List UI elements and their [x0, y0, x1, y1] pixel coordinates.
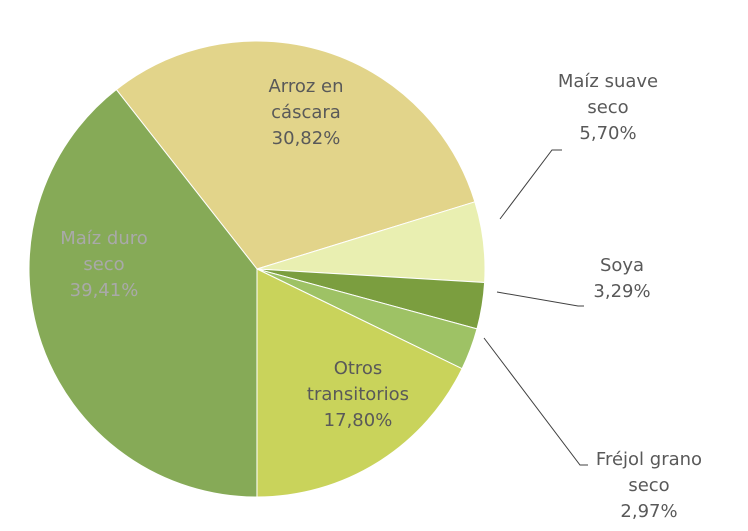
slice-label: Maíz duro seco 39,41%: [44, 226, 164, 304]
category-label: Fréjol grano seco: [595, 449, 703, 496]
value-label: 30,82%: [271, 128, 341, 149]
slice-label: Arroz en cáscara 30,82%: [246, 74, 366, 152]
slice-label: Soya 3,29%: [562, 253, 682, 305]
pie-slice: [115, 40, 476, 270]
value-label: 2,97%: [620, 501, 678, 522]
category-label: Maíz suave seco: [557, 71, 659, 118]
leader-line: [483, 337, 588, 466]
pie-slice: [28, 88, 258, 498]
category-label: Maíz duro seco: [60, 228, 148, 275]
value-label: 39,41%: [69, 280, 139, 301]
slice-label: Otros transitorios 17,80%: [293, 356, 423, 434]
slice-label: Fréjol grano seco 2,97%: [574, 447, 724, 525]
value-label: 5,70%: [579, 123, 637, 144]
value-label: 3,29%: [593, 281, 651, 302]
leader-line: [499, 149, 562, 220]
category-label: Otros transitorios: [306, 358, 410, 405]
pie-slice: [256, 268, 463, 498]
category-label: Arroz en cáscara: [268, 76, 344, 123]
category-label: Soya: [599, 255, 645, 276]
slice-label: Maíz suave seco 5,70%: [538, 69, 678, 147]
leader-line: [496, 291, 584, 307]
value-label: 17,80%: [323, 410, 393, 431]
